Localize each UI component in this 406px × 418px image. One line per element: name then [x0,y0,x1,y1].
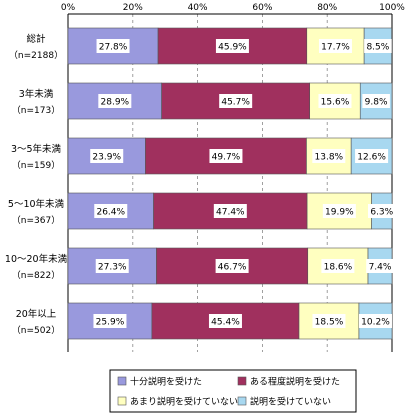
data-label-box [208,314,242,328]
legend-swatch [237,376,247,386]
category-n-label: （n=2188） [9,50,63,61]
data-label: 8.5% [366,43,389,53]
x-tick-label: 0% [61,3,76,13]
legend-box [109,369,357,413]
data-label-box [362,94,390,108]
data-label: 28.9% [101,98,130,108]
x-axis-ticks: 0% 20% 40% 60% 80% 100% [61,3,405,13]
bar-segment [67,247,157,285]
data-label-box [98,94,132,108]
data-label-box [213,204,247,218]
data-label-box [321,259,355,273]
data-label-box [312,149,346,163]
data-label: 49.7% [212,153,241,163]
data-label: 45.7% [221,98,250,108]
category-n-label: （n=367） [12,215,60,226]
data-label-box [94,204,128,218]
legend-swatch [117,396,127,406]
data-label: 9.8% [365,98,388,108]
data-label: 47.4% [216,208,245,218]
data-label: 27.8% [99,43,128,53]
x-tick-label: 20% [123,3,143,13]
data-label-box [367,204,396,218]
category-label: 10～20年未満 [5,253,68,265]
data-label-box [358,314,392,328]
data-label-box [318,94,352,108]
data-label: 18.5% [315,318,344,328]
data-label-box [219,94,253,108]
data-label: 13.8% [315,153,344,163]
category-n-label: （n=159） [12,160,60,171]
category-label: 総計 [26,33,46,45]
data-label-box [215,259,249,273]
category-label: 3年未満 [19,88,54,100]
data-label: 45.4% [211,318,240,328]
bars: 27.8% 45.9% 17.7% 8.5% 28.9% 45.7% 15.6% 9.8% 23… [67,27,396,340]
legend-label: 十分説明を受けた [130,376,202,388]
data-label: 25.9% [96,318,125,328]
category-n-label: （n=173） [12,105,60,116]
legend-label: あまり説明を受けていない [130,396,238,408]
data-label-box [96,39,130,53]
data-label-box [364,39,392,53]
data-label-box [95,259,129,273]
data-label-box [90,149,124,163]
category-n-label: （n=822） [12,270,60,281]
data-label-box [215,39,249,53]
data-label: 23.9% [92,153,121,163]
legend-swatch [237,396,247,406]
data-label: 26.4% [96,208,125,218]
legend-label: 説明を受けていない [250,396,331,408]
data-label-box [209,149,243,163]
data-label: 6.3% [370,208,393,218]
data-label: 17.7% [321,43,350,53]
data-label: 10.2% [361,318,390,328]
category-n-label: （n=502） [12,325,60,336]
category-label: 20年以上 [16,308,57,320]
data-label-box [355,149,389,163]
category-label: 3～5年未満 [11,143,62,155]
data-label: 19.9% [325,208,354,218]
data-label-box [322,204,356,218]
data-label: 45.9% [218,43,247,53]
bar-segment [156,247,309,285]
data-label: 15.6% [321,98,350,108]
x-tick-label: 80% [317,3,337,13]
data-label: 12.6% [357,153,386,163]
data-label-box [312,314,346,328]
gridlines [67,13,393,352]
legend-label: ある程度説明を受けた [250,376,340,388]
category-labels: 総計 （n=2188） 3年未満 （n=173） 3～5年未満 （n=159） 5～10年未… [5,33,68,336]
data-label: 27.3% [98,263,127,273]
data-label: 7.4% [369,263,392,273]
category-label: 5～10年未満 [8,198,65,210]
data-label: 18.6% [324,263,353,273]
data-label-box [93,314,127,328]
x-tick-label: 60% [252,3,272,13]
legend-swatch [117,376,127,386]
data-label-box [366,259,394,273]
data-label-box [318,39,352,53]
data-label: 46.7% [218,263,247,273]
x-tick-label: 40% [188,3,208,13]
x-tick-label: 100% [379,3,405,13]
